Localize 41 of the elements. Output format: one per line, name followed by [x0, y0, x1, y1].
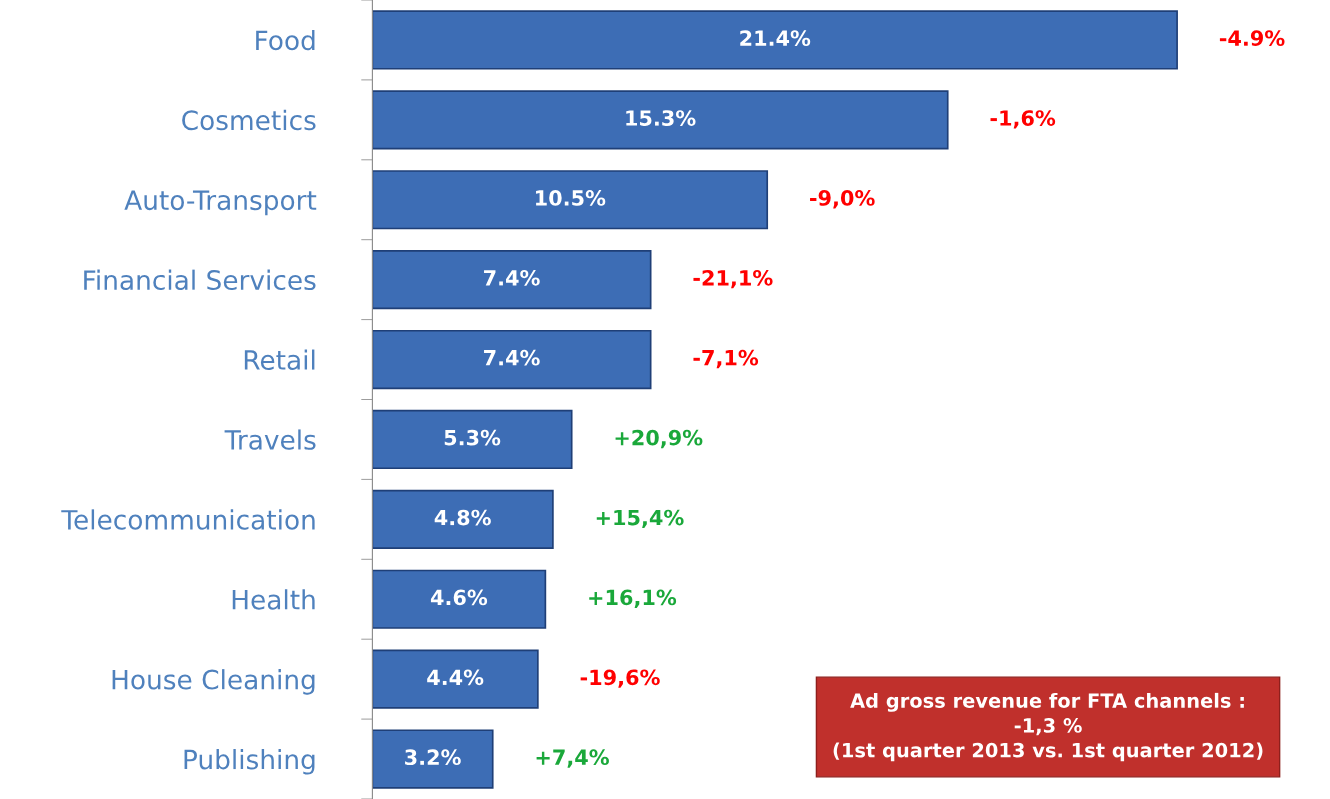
bar — [372, 329, 652, 390]
annotation: +20,9% — [615, 429, 703, 449]
bar — [372, 170, 769, 230]
annotation: +16,1% — [589, 589, 677, 608]
data-label: 7.4% — [484, 349, 540, 366]
bar — [372, 250, 652, 310]
data-label: 7.4% — [484, 269, 540, 286]
y-tick-label: Retail — [244, 349, 315, 370]
bar — [372, 649, 539, 709]
bar — [372, 90, 949, 150]
annotation: Ad gross revenue for FTA channels : -1,3 % (1st quarter 2013 vs. 1st quarter 2012) — [833, 692, 1263, 762]
bar — [372, 10, 1178, 70]
data-label: 10.5% — [536, 190, 606, 206]
y-tick-label: Telecommunication — [61, 509, 315, 530]
data-label: 5.3% — [444, 429, 501, 446]
bar — [372, 569, 547, 629]
data-label: 4.8% — [434, 509, 491, 526]
data-label: 3.2% — [405, 749, 461, 766]
annotation: -1,6% — [990, 110, 1056, 129]
y-tick-label: Publishing — [184, 749, 315, 775]
y-tick-label: Travels — [224, 429, 316, 450]
bar — [372, 409, 573, 470]
annotation: -21,1% — [693, 269, 773, 289]
data-label: 4.4% — [427, 669, 484, 686]
y-tick-label: House Cleaning — [112, 669, 315, 695]
annotation: -4.9% — [1219, 30, 1285, 46]
y-tick-label: Cosmetics — [182, 109, 316, 131]
annotation: -7,1% — [693, 349, 759, 369]
y-tick-label: Auto-Transport — [124, 190, 317, 216]
y-tick-label: Health — [232, 589, 315, 610]
data-label: 4.6% — [430, 589, 488, 606]
annotation: +15,4% — [596, 509, 684, 529]
annotation: -9,0% — [810, 190, 875, 209]
data-label: 21.4% — [740, 30, 811, 46]
annotation: -19,6% — [580, 669, 660, 688]
annotation: +7,4% — [536, 749, 609, 768]
data-label: 15.3% — [626, 110, 696, 126]
bar — [372, 489, 554, 549]
y-tick-label: Food — [256, 29, 315, 51]
y-tick-label: Financial Services — [84, 269, 316, 291]
bar — [372, 729, 494, 789]
